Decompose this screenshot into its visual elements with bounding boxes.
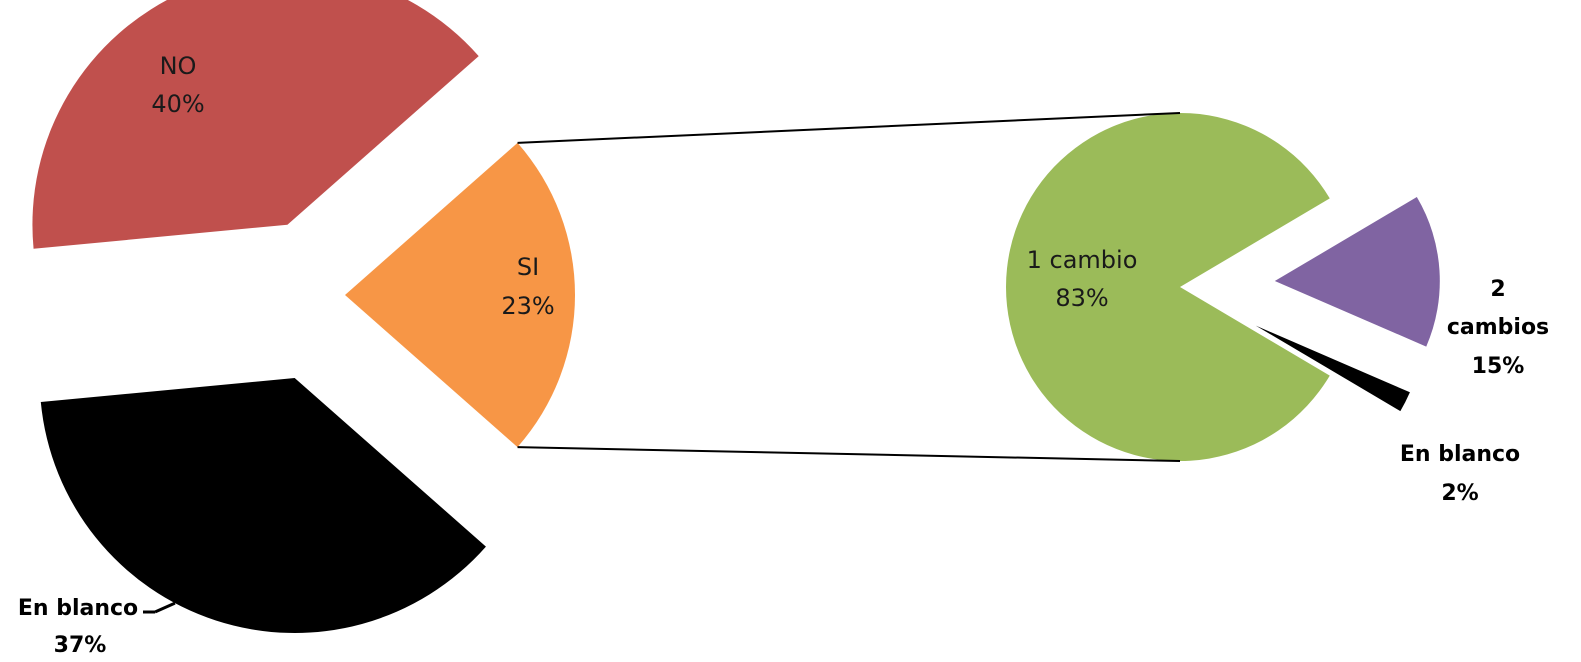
slice-si (345, 142, 575, 448)
label-2-cambios-pct: 15% (1472, 354, 1525, 379)
connector-line-top (517, 112, 1181, 144)
label-en-blanco-main-pct: 37% (54, 633, 107, 658)
label-2-cambios-num: 2 (1490, 277, 1505, 302)
chart-slices (32, 0, 1440, 633)
slice-no (32, 0, 479, 249)
leader-line-en-blanco (154, 601, 176, 614)
label-no-name: NO (160, 52, 197, 80)
slice-en-blanco (40, 377, 486, 633)
label-2-cambios-word: cambios (1447, 315, 1549, 340)
label-en-blanco-secondary: En blanco 2% (1400, 442, 1520, 506)
label-en-blanco-main-name: En blanco (18, 596, 138, 621)
leader-lines (143, 601, 176, 614)
label-si-name: SI (517, 253, 539, 281)
label-no: NO 40% (151, 52, 204, 118)
label-1-cambio-name: 1 cambio (1027, 246, 1138, 274)
label-1-cambio-pct: 83% (1055, 284, 1108, 312)
slice-en-blanco-secondary (1255, 325, 1410, 412)
label-en-blanco-main: En blanco 37% (18, 596, 138, 658)
label-si-pct: 23% (501, 292, 554, 320)
label-1-cambio: 1 cambio 83% (1027, 246, 1138, 312)
label-si: SI 23% (501, 253, 554, 320)
slice-2-cambios (1274, 197, 1440, 347)
label-en-blanco-secondary-name: En blanco (1400, 442, 1520, 467)
label-no-pct: 40% (151, 90, 204, 118)
label-2-cambios: 2 cambios 15% (1447, 277, 1549, 379)
label-en-blanco-secondary-pct: 2% (1441, 481, 1478, 506)
slice-1-cambio (1006, 112, 1330, 461)
connector-lines (517, 112, 1181, 462)
connector-line-bottom (517, 446, 1181, 462)
